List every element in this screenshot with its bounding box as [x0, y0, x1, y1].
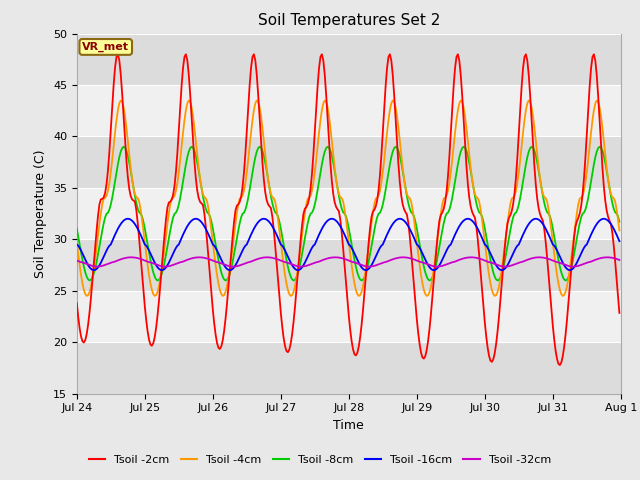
Y-axis label: Soil Temperature (C): Soil Temperature (C) [35, 149, 47, 278]
Legend: Tsoil -2cm, Tsoil -4cm, Tsoil -8cm, Tsoil -16cm, Tsoil -32cm: Tsoil -2cm, Tsoil -4cm, Tsoil -8cm, Tsoi… [84, 451, 556, 469]
Text: VR_met: VR_met [82, 42, 129, 52]
Bar [77, 188, 621, 240]
Bar [77, 240, 621, 291]
Bar [77, 291, 621, 342]
Bar [77, 85, 621, 136]
Title: Soil Temperatures Set 2: Soil Temperatures Set 2 [258, 13, 440, 28]
X-axis label: Time: Time [333, 419, 364, 432]
Bar [77, 136, 621, 188]
Bar [77, 342, 621, 394]
Bar [77, 34, 621, 85]
